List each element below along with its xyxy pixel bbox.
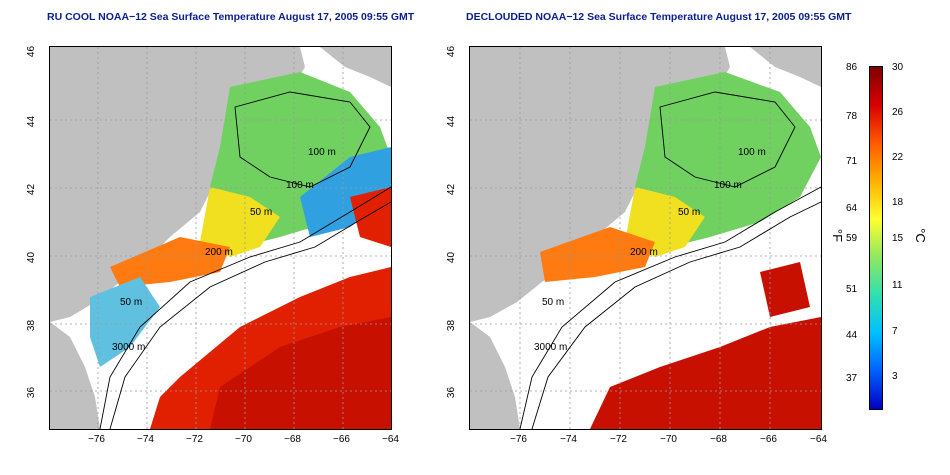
left-contour-label: 100 m xyxy=(286,180,314,191)
left-map[interactable]: 100 m 100 m 50 m 200 m 50 m 3000 m xyxy=(49,46,392,430)
colorbar-f-label: 44 xyxy=(846,330,858,341)
sst-east-patch xyxy=(760,262,810,317)
colorbar-f-label: 64 xyxy=(846,203,858,214)
colorbar-c-label: 22 xyxy=(892,152,904,163)
right-contour-label: 100 m xyxy=(714,180,742,191)
land-coast-south xyxy=(470,322,520,429)
land-nova-scotia xyxy=(320,47,391,87)
colorbar-c-label: 30 xyxy=(892,62,904,73)
left-contours xyxy=(99,91,391,429)
x-tick: −64 xyxy=(810,434,827,445)
right-contour-label: 3000 m xyxy=(534,342,568,353)
right-map-svg xyxy=(470,47,821,429)
colorbar-f-label: 71 xyxy=(846,156,858,167)
y-tick: 44 xyxy=(26,115,38,128)
colorbar-f-label: 78 xyxy=(846,111,858,122)
y-tick: 36 xyxy=(446,386,458,399)
x-tick: −76 xyxy=(88,434,105,445)
right-contour-label: 50 m xyxy=(542,297,565,308)
y-tick: 38 xyxy=(446,319,458,332)
left-map-svg xyxy=(50,47,391,429)
left-contour-label: 50 m xyxy=(120,297,143,308)
x-tick: −64 xyxy=(382,434,399,445)
x-tick: −70 xyxy=(235,434,252,445)
right-grid xyxy=(470,47,821,429)
y-tick: 46 xyxy=(446,45,458,58)
colorbar-c-label: 11 xyxy=(892,280,903,291)
colorbar-c-label: 18 xyxy=(892,197,904,208)
right-contour-label: 50 m xyxy=(678,207,701,218)
left-panel-title: RU COOL NOAA−12 Sea Surface Temperature … xyxy=(47,11,415,23)
sst-blue-patch xyxy=(300,147,391,237)
colorbar xyxy=(869,66,883,410)
sst-cyan-patch xyxy=(90,277,160,367)
x-tick: −66 xyxy=(760,434,777,445)
y-tick: 40 xyxy=(26,251,38,264)
unit-fahrenheit: °F xyxy=(830,228,846,243)
x-tick: −72 xyxy=(610,434,627,445)
colorbar-c-label: 26 xyxy=(892,107,904,118)
y-tick: 42 xyxy=(26,183,38,196)
x-tick: −76 xyxy=(510,434,527,445)
left-contour-label: 100 m xyxy=(308,147,336,158)
colorbar-c-label: 3 xyxy=(892,371,898,382)
land-coast-south xyxy=(50,322,100,429)
right-map[interactable]: 100 m 100 m 50 m 200 m 50 m 3000 m xyxy=(469,46,822,430)
y-tick: 42 xyxy=(446,183,458,196)
right-panel-title: DECLOUDED NOAA−12 Sea Surface Temperatur… xyxy=(466,11,852,23)
sst-gulf-stream xyxy=(590,317,821,429)
colorbar-f-label: 59 xyxy=(846,233,858,244)
right-contour-label: 200 m xyxy=(630,247,658,258)
unit-celsius: °C xyxy=(912,228,928,243)
sst-shelf-orange xyxy=(540,227,655,282)
y-tick: 40 xyxy=(446,251,458,264)
left-contour-label: 200 m xyxy=(205,247,233,258)
right-contours xyxy=(519,91,821,429)
x-tick: −66 xyxy=(333,434,350,445)
x-tick: −72 xyxy=(186,434,203,445)
sst-shelf-orange xyxy=(110,237,230,287)
y-tick: 36 xyxy=(26,386,38,399)
sst-shelf-yellow xyxy=(200,187,280,257)
colorbar-c-label: 15 xyxy=(892,233,904,244)
right-contour-label: 100 m xyxy=(738,147,766,158)
x-tick: −68 xyxy=(284,434,301,445)
x-tick: −68 xyxy=(710,434,727,445)
y-tick: 38 xyxy=(26,319,38,332)
left-contour-label: 3000 m xyxy=(112,342,146,353)
x-tick: −74 xyxy=(137,434,154,445)
colorbar-c-label: 7 xyxy=(892,326,898,337)
land-nova-scotia xyxy=(750,47,821,87)
x-tick: −70 xyxy=(660,434,677,445)
x-tick: −74 xyxy=(560,434,577,445)
left-contour-label: 50 m xyxy=(250,207,273,218)
y-tick: 44 xyxy=(446,115,458,128)
colorbar-f-label: 86 xyxy=(846,62,858,73)
sst-east-patch xyxy=(350,187,391,247)
sst-gulf-stream-dark xyxy=(210,317,391,429)
colorbar-f-label: 51 xyxy=(846,284,858,295)
y-tick: 46 xyxy=(26,45,38,58)
colorbar-f-label: 37 xyxy=(846,373,858,384)
left-grid xyxy=(50,47,391,429)
